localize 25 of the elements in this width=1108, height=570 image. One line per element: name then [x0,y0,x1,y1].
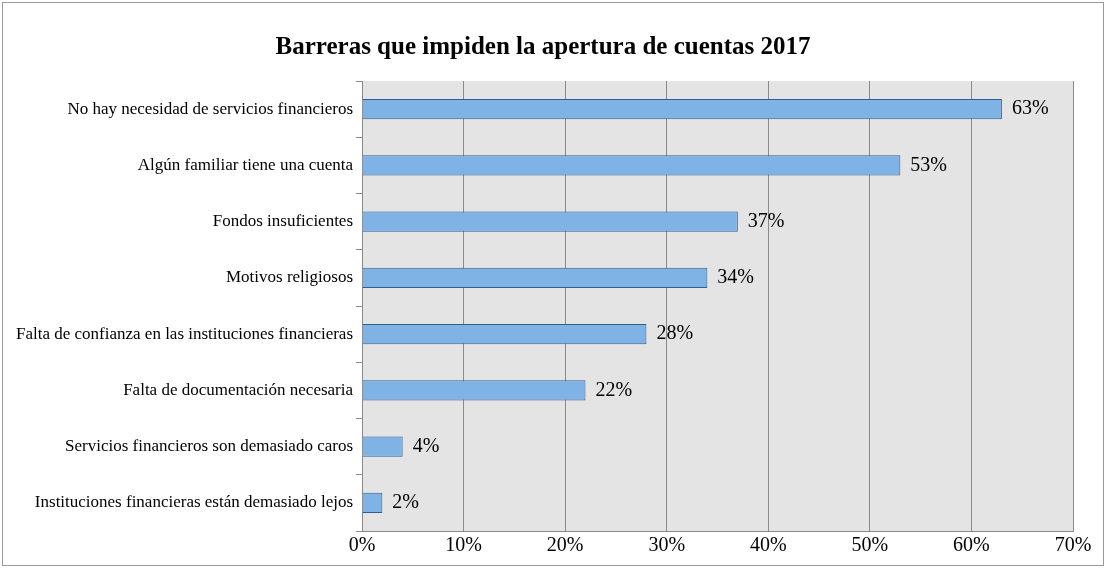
x-tick-label: 40% [749,533,787,556]
x-tick-label: 70% [1054,533,1092,556]
data-label: 28% [656,321,694,344]
data-label: 4% [412,433,440,456]
y-tick-label: Motivos religiosos [225,267,354,287]
y-tick-label: Falta de documentación necesaria [123,379,354,399]
data-label: 22% [595,377,633,400]
data-label: 37% [747,208,785,231]
data-label: 63% [1011,96,1049,119]
y-tick-label: Servicios financieros son demasiado caros [65,436,354,456]
x-tick-label: 30% [648,533,686,556]
x-tick-label: 20% [546,533,584,556]
data-label: 2% [392,490,420,513]
y-tick-label: Algún familiar tiene una cuenta [137,154,354,174]
x-tick-label: 0% [348,533,376,556]
y-tick-label: Fondos insuficientes [212,211,354,231]
y-tick-label: No hay necesidad de servicios financieros [67,98,354,118]
y-tick-label: Instituciones financieras están demasiado lejos [34,492,354,512]
y-tick-label: Falta de confianza en las instituciones financieras [15,323,354,343]
data-label: 53% [910,152,948,175]
chart-title: Barreras que impiden la apertura de cuentas 2017 [275,32,811,60]
x-tick-label: 10% [445,533,482,556]
x-tick-label: 60% [953,533,990,556]
data-label: 34% [717,265,755,288]
x-tick-label: 50% [851,533,889,556]
